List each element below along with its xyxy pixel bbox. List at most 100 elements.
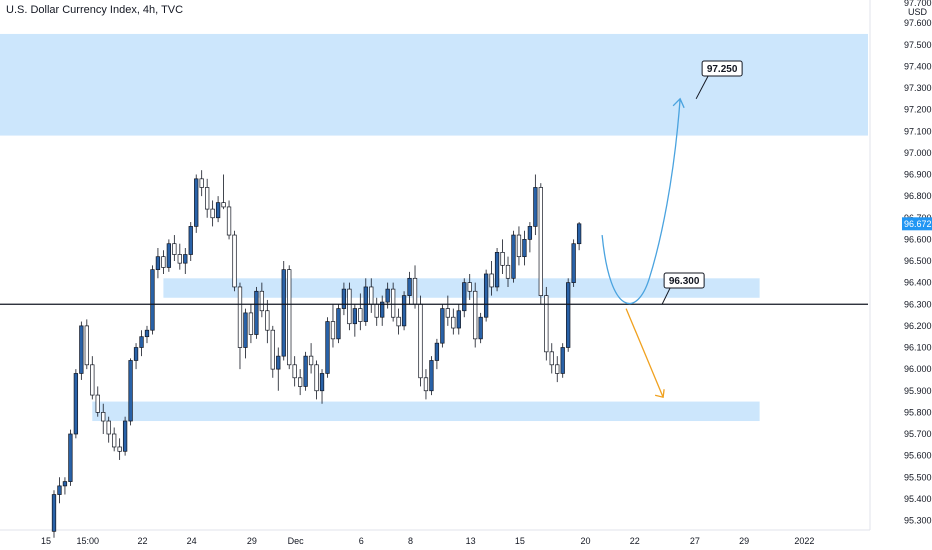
candle[interactable] (287, 269, 292, 366)
candle[interactable] (462, 282, 467, 312)
candle[interactable] (106, 420, 111, 435)
candle[interactable] (385, 288, 390, 303)
candle[interactable] (544, 295, 549, 353)
candle[interactable] (188, 226, 193, 255)
candle[interactable] (505, 264, 511, 279)
candle[interactable] (407, 277, 412, 296)
candle[interactable] (292, 364, 297, 379)
candle[interactable] (215, 202, 221, 219)
candle[interactable] (319, 373, 325, 392)
candle[interactable] (325, 321, 330, 374)
candle[interactable] (522, 239, 527, 258)
candle[interactable] (117, 446, 122, 452)
candle[interactable] (434, 342, 440, 361)
candle[interactable] (194, 178, 199, 227)
candle[interactable] (527, 226, 533, 240)
candle[interactable] (369, 286, 374, 305)
candle[interactable] (396, 316, 401, 327)
candle[interactable] (352, 308, 357, 325)
candle[interactable] (380, 301, 385, 318)
candle[interactable] (139, 336, 144, 348)
candle[interactable] (429, 360, 434, 392)
candle[interactable] (79, 325, 84, 374)
candle[interactable] (374, 303, 379, 318)
candle[interactable] (390, 288, 396, 318)
candle[interactable] (560, 347, 565, 374)
candle[interactable] (95, 394, 100, 413)
candle[interactable] (210, 208, 215, 219)
lower-zone[interactable] (92, 401, 760, 422)
candle[interactable] (166, 243, 172, 268)
candle[interactable] (445, 308, 450, 318)
candle[interactable] (576, 223, 582, 245)
candle[interactable] (259, 290, 265, 312)
candle[interactable] (314, 364, 319, 392)
candle[interactable] (205, 187, 210, 210)
candle[interactable] (473, 290, 478, 340)
candle[interactable] (128, 360, 133, 422)
bullish-projection-arrow[interactable] (601, 98, 681, 305)
candle[interactable] (533, 187, 538, 227)
candle[interactable] (237, 286, 243, 348)
candle[interactable] (451, 316, 456, 329)
candle[interactable] (341, 288, 347, 309)
candle[interactable] (276, 355, 281, 370)
candle[interactable] (483, 273, 489, 318)
candle[interactable] (248, 312, 254, 335)
candle[interactable] (281, 269, 286, 357)
candle[interactable] (412, 277, 418, 305)
candle[interactable] (172, 243, 177, 255)
candle[interactable] (489, 273, 494, 288)
candle[interactable] (440, 308, 445, 344)
candle[interactable] (566, 282, 571, 348)
bearish-projection-arrow[interactable] (625, 308, 664, 398)
middle-zone[interactable] (163, 278, 760, 298)
candle[interactable] (358, 308, 363, 322)
candle[interactable] (51, 494, 57, 532)
candle[interactable] (347, 288, 352, 325)
candle[interactable] (101, 412, 106, 422)
candle[interactable] (254, 290, 259, 335)
candle[interactable] (571, 243, 576, 283)
candle[interactable] (336, 308, 341, 340)
candle[interactable] (112, 433, 117, 448)
candle[interactable] (133, 347, 139, 361)
candle[interactable] (478, 316, 483, 340)
candle[interactable] (265, 310, 270, 331)
candle[interactable] (456, 310, 461, 329)
candle[interactable] (243, 312, 248, 348)
candle[interactable] (270, 329, 275, 370)
candle[interactable] (232, 234, 237, 288)
callout-pivot[interactable]: 96.300 (661, 272, 705, 305)
candle[interactable] (494, 252, 500, 288)
candle[interactable] (90, 364, 95, 396)
callout-target-up[interactable]: 97.250 (695, 60, 743, 100)
candle[interactable] (308, 355, 314, 366)
candle[interactable] (467, 282, 472, 292)
candle[interactable] (84, 325, 89, 366)
candle[interactable] (549, 351, 554, 366)
candle[interactable] (330, 321, 336, 340)
upper-zone[interactable] (0, 33, 868, 136)
candle[interactable] (183, 254, 188, 264)
candle[interactable] (62, 481, 68, 487)
candle[interactable] (401, 295, 407, 327)
candle[interactable] (511, 234, 516, 279)
candle[interactable] (418, 303, 423, 379)
candle[interactable] (177, 254, 182, 264)
candle[interactable] (516, 234, 522, 258)
candle[interactable] (122, 420, 128, 452)
candle[interactable] (538, 187, 543, 296)
candle[interactable] (155, 256, 161, 270)
candle[interactable] (144, 329, 150, 338)
candle[interactable] (226, 206, 232, 236)
candle[interactable] (150, 269, 155, 331)
candle[interactable] (423, 377, 429, 392)
candle[interactable] (221, 202, 226, 208)
candle[interactable] (199, 178, 204, 188)
candle[interactable] (73, 373, 79, 435)
candle[interactable] (555, 364, 560, 374)
candle[interactable] (303, 355, 308, 387)
candle[interactable] (298, 377, 303, 387)
